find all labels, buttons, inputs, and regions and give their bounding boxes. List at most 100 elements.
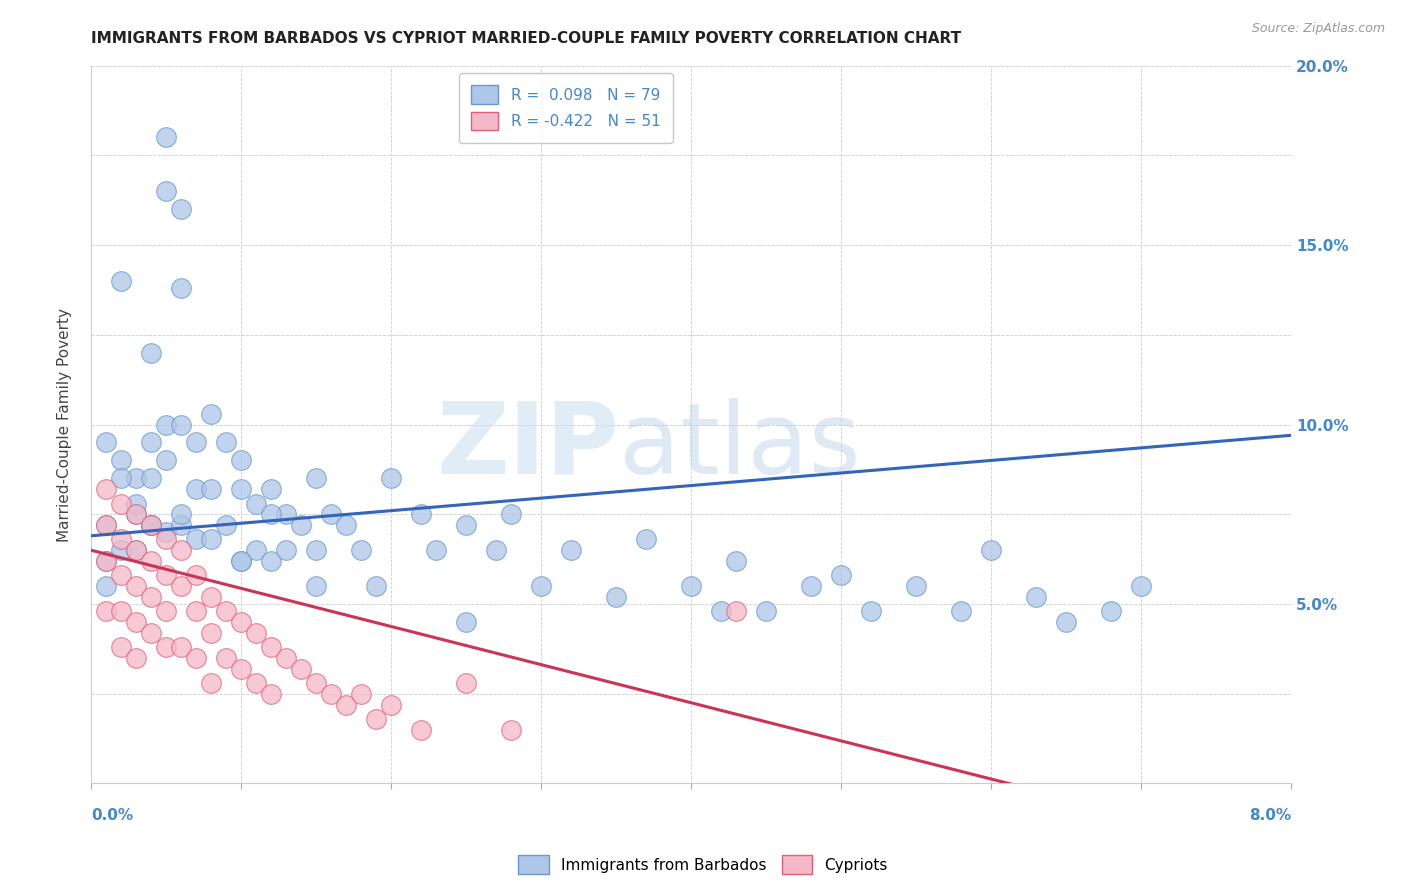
Point: [274, 651, 297, 665]
Point: [200, 590, 222, 604]
Point: [94, 518, 117, 533]
Point: [560, 543, 582, 558]
Point: [260, 508, 283, 522]
Point: [155, 184, 177, 198]
Point: [364, 712, 387, 726]
Point: [830, 568, 852, 582]
Point: [155, 640, 177, 654]
Point: [755, 604, 778, 618]
Point: [305, 543, 328, 558]
Point: [94, 554, 117, 568]
Point: [110, 496, 132, 510]
Point: [380, 471, 402, 485]
Point: [139, 625, 162, 640]
Legend: R =  0.098   N = 79, R = -0.422   N = 51: R = 0.098 N = 79, R = -0.422 N = 51: [458, 73, 672, 143]
Point: [335, 518, 357, 533]
Point: [679, 579, 702, 593]
Point: [184, 435, 207, 450]
Point: [380, 698, 402, 712]
Point: [1099, 604, 1122, 618]
Point: [155, 130, 177, 145]
Point: [125, 471, 148, 485]
Point: [245, 543, 267, 558]
Point: [229, 615, 252, 629]
Point: [110, 604, 132, 618]
Point: [170, 417, 193, 432]
Point: [350, 687, 373, 701]
Text: IMMIGRANTS FROM BARBADOS VS CYPRIOT MARRIED-COUPLE FAMILY POVERTY CORRELATION CH: IMMIGRANTS FROM BARBADOS VS CYPRIOT MARR…: [91, 31, 962, 46]
Point: [245, 496, 267, 510]
Text: 0.0%: 0.0%: [91, 808, 134, 823]
Point: [139, 518, 162, 533]
Point: [215, 518, 238, 533]
Point: [155, 525, 177, 540]
Point: [170, 579, 193, 593]
Point: [499, 723, 522, 737]
Point: [155, 453, 177, 467]
Point: [155, 604, 177, 618]
Point: [229, 482, 252, 496]
Point: [139, 590, 162, 604]
Point: [125, 543, 148, 558]
Point: [724, 554, 747, 568]
Point: [319, 508, 342, 522]
Point: [980, 543, 1002, 558]
Point: [184, 533, 207, 547]
Point: [485, 543, 508, 558]
Point: [184, 482, 207, 496]
Point: [139, 435, 162, 450]
Point: [454, 615, 477, 629]
Point: [860, 604, 883, 618]
Point: [139, 554, 162, 568]
Point: [319, 687, 342, 701]
Point: [139, 518, 162, 533]
Point: [454, 518, 477, 533]
Point: [260, 482, 283, 496]
Point: [1054, 615, 1077, 629]
Point: [634, 533, 657, 547]
Point: [94, 518, 117, 533]
Point: [1130, 579, 1153, 593]
Point: [170, 518, 193, 533]
Point: [170, 543, 193, 558]
Y-axis label: Married-Couple Family Poverty: Married-Couple Family Poverty: [58, 308, 72, 541]
Point: [184, 604, 207, 618]
Point: [200, 407, 222, 421]
Point: [530, 579, 553, 593]
Point: [724, 604, 747, 618]
Point: [139, 345, 162, 359]
Point: [800, 579, 823, 593]
Point: [215, 651, 238, 665]
Point: [170, 508, 193, 522]
Point: [335, 698, 357, 712]
Point: [499, 508, 522, 522]
Point: [274, 508, 297, 522]
Point: [125, 579, 148, 593]
Point: [125, 543, 148, 558]
Point: [350, 543, 373, 558]
Point: [94, 554, 117, 568]
Point: [125, 508, 148, 522]
Legend: Immigrants from Barbados, Cypriots: Immigrants from Barbados, Cypriots: [512, 849, 894, 880]
Point: [229, 554, 252, 568]
Point: [184, 651, 207, 665]
Text: atlas: atlas: [619, 398, 860, 494]
Point: [155, 568, 177, 582]
Point: [305, 676, 328, 690]
Point: [125, 615, 148, 629]
Point: [110, 568, 132, 582]
Point: [229, 453, 252, 467]
Point: [229, 554, 252, 568]
Point: [170, 281, 193, 295]
Point: [215, 604, 238, 618]
Point: [110, 274, 132, 288]
Point: [110, 533, 132, 547]
Point: [290, 662, 312, 676]
Point: [200, 482, 222, 496]
Point: [260, 554, 283, 568]
Point: [110, 471, 132, 485]
Point: [245, 625, 267, 640]
Point: [125, 508, 148, 522]
Point: [229, 662, 252, 676]
Point: [605, 590, 627, 604]
